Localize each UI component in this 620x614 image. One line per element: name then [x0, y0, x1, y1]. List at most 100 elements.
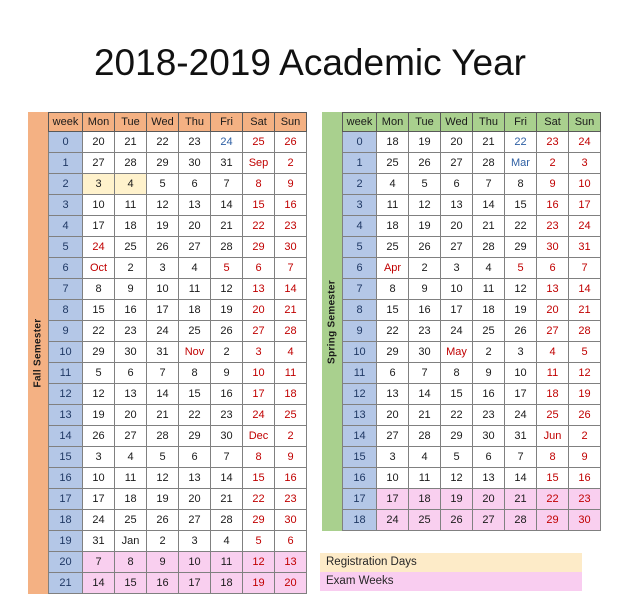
week-number-cell: 17: [48, 488, 83, 510]
day-cell-sun: 26: [274, 131, 307, 153]
table-row: 11 6 7 8 9 10 11 12: [342, 362, 601, 384]
day-cell-fri: 10: [504, 362, 537, 384]
day-cell-thu: 2: [472, 341, 505, 363]
day-cell-sat: 24: [242, 404, 275, 426]
day-cell-mon: 10: [82, 467, 115, 489]
day-cell-sun: 28: [274, 320, 307, 342]
day-cell-thu: 27: [178, 509, 211, 531]
table-row: 2 4 5 6 7 8 9 10: [342, 173, 601, 195]
day-cell-mon: 18: [376, 131, 409, 153]
day-cell-tue: 11: [114, 467, 147, 489]
day-cell-fri: 31: [504, 425, 537, 447]
week-number-cell: 17: [342, 488, 377, 510]
day-cell-mon: 8: [82, 278, 115, 300]
day-cell-wed: 10: [146, 278, 179, 300]
column-header-sat: Sat: [242, 112, 275, 132]
table-row: 7 8 9 10 11 12 13 14: [48, 278, 307, 300]
week-number-cell: 9: [342, 320, 377, 342]
day-cell-tue: 23: [408, 320, 441, 342]
day-cell-fri: 28: [210, 509, 243, 531]
day-cell-tue: 25: [114, 509, 147, 531]
day-cell-tue: 9: [408, 278, 441, 300]
column-header-sat: Sat: [536, 112, 569, 132]
day-cell-wed: 14: [146, 383, 179, 405]
day-cell-fri: 21: [210, 488, 243, 510]
day-cell-thu: 22: [178, 404, 211, 426]
table-row: 18 24 25 26 27 28 29 30: [342, 509, 601, 531]
day-cell-tue: 11: [114, 194, 147, 216]
day-cell-thu: 7: [472, 173, 505, 195]
day-cell-sun: 14: [568, 278, 601, 300]
day-cell-sun: 16: [274, 467, 307, 489]
day-cell-mon: 5: [82, 362, 115, 384]
day-cell-sat: Jun: [536, 425, 569, 447]
table-row: 4 18 19 20 21 22 23 24: [342, 215, 601, 237]
day-cell-tue: 2: [114, 257, 147, 279]
day-cell-wed: 20: [440, 131, 473, 153]
day-cell-sat: 10: [242, 362, 275, 384]
week-number-cell: 11: [342, 362, 377, 384]
day-cell-fri: 17: [504, 383, 537, 405]
day-cell-sat: 20: [536, 299, 569, 321]
day-cell-sun: 6: [274, 530, 307, 552]
day-cell-thu: 27: [472, 509, 505, 531]
day-cell-fri: 21: [504, 488, 537, 510]
day-cell-sat: 15: [242, 467, 275, 489]
day-cell-fri: 22: [504, 131, 537, 153]
day-cell-sun: 9: [568, 446, 601, 468]
day-cell-thu: 10: [178, 551, 211, 573]
week-number-cell: 8: [342, 299, 377, 321]
day-cell-fri: 7: [210, 173, 243, 195]
day-cell-thu: 21: [472, 215, 505, 237]
day-cell-tue: 26: [408, 236, 441, 258]
day-cell-wed: 19: [440, 488, 473, 510]
week-number-cell: 16: [48, 467, 83, 489]
day-cell-mon: 27: [82, 152, 115, 174]
spring-calendar-body: 0 18 19 20 21 22 23 24 1 25 26 27 28 Mar 2 3 2 4 5 6 7 8 9 10 3 1…: [342, 131, 601, 531]
fall-calendar-header: week Mon Tue Wed Thu Fri Sat Sun: [48, 112, 307, 132]
day-cell-wed: 7: [146, 362, 179, 384]
day-cell-sat: 19: [242, 572, 275, 594]
day-cell-thu: 13: [472, 467, 505, 489]
day-cell-wed: 19: [146, 215, 179, 237]
day-cell-tue: 21: [408, 404, 441, 426]
column-header-fri: Fri: [210, 112, 243, 132]
week-number-cell: 1: [342, 152, 377, 174]
day-cell-fri: 14: [504, 467, 537, 489]
week-number-cell: 20: [48, 551, 83, 573]
day-cell-thu: 30: [472, 425, 505, 447]
day-cell-thu: 23: [178, 131, 211, 153]
day-cell-wed: 19: [146, 488, 179, 510]
day-cell-mon: 17: [82, 215, 115, 237]
week-number-cell: 13: [48, 404, 83, 426]
day-cell-sat: 22: [242, 488, 275, 510]
day-cell-mon: 3: [82, 446, 115, 468]
table-row: 3 10 11 12 13 14 15 16: [48, 194, 307, 216]
day-cell-fri: 7: [210, 446, 243, 468]
day-cell-wed: 12: [440, 467, 473, 489]
day-cell-mon: Oct: [82, 257, 115, 279]
day-cell-sun: 7: [568, 257, 601, 279]
day-cell-sat: 8: [242, 446, 275, 468]
week-number-cell: 8: [48, 299, 83, 321]
week-number-cell: 3: [342, 194, 377, 216]
week-number-cell: 2: [342, 173, 377, 195]
table-row: 6 Apr 2 3 4 5 6 7: [342, 257, 601, 279]
day-cell-sun: 2: [274, 425, 307, 447]
day-cell-sun: 31: [568, 236, 601, 258]
table-row: 16 10 11 12 13 14 15 16: [342, 467, 601, 489]
spring-semester-sidebar: Spring Semester: [322, 112, 342, 531]
day-cell-wed: 22: [146, 131, 179, 153]
table-row: 17 17 18 19 20 21 22 23: [342, 488, 601, 510]
day-cell-sun: 18: [274, 383, 307, 405]
table-row: 8 15 16 17 18 19 20 21: [48, 299, 307, 321]
week-number-cell: 5: [342, 236, 377, 258]
day-cell-thu: 20: [178, 215, 211, 237]
day-cell-fri: 22: [504, 215, 537, 237]
spring-calendar-table: week Mon Tue Wed Thu Fri Sat Sun 0 18 19 20 21 22 23 2…: [342, 112, 601, 531]
day-cell-sat: 18: [536, 383, 569, 405]
spring-semester-block: Spring Semester week Mon Tue Wed Thu Fri Sat Su…: [322, 112, 601, 531]
day-cell-fri: 19: [504, 299, 537, 321]
day-cell-wed: 17: [146, 299, 179, 321]
day-cell-thu: 25: [178, 320, 211, 342]
